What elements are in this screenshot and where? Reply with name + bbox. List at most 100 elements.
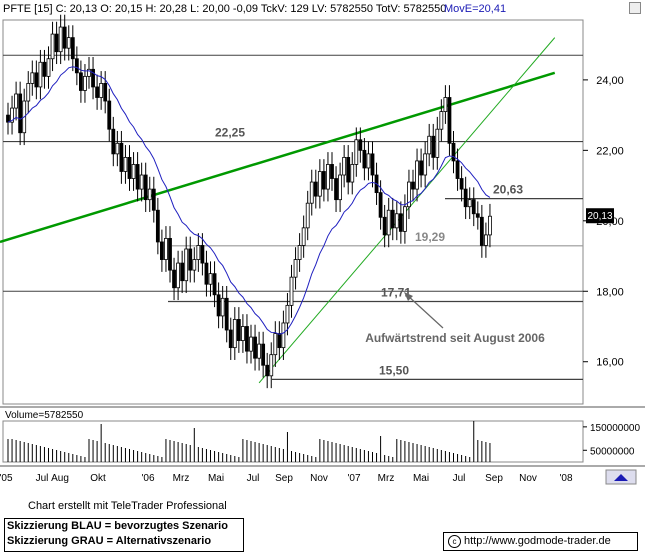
- candle: [378, 192, 383, 218]
- price-chart: 24,0022,0020,0018,0016,0022,2520,6319,29…: [0, 14, 645, 485]
- candle: [386, 209, 391, 236]
- candle: [176, 262, 181, 289]
- candle: [70, 37, 75, 60]
- source-url[interactable]: http://www.godmode-trader.de: [464, 535, 611, 547]
- candle: [269, 354, 274, 377]
- candle: [354, 139, 359, 165]
- candle: [180, 262, 185, 282]
- level-label: 19,29: [415, 230, 445, 244]
- candle: [224, 297, 229, 331]
- x-tick-label: Jul: [453, 473, 466, 484]
- candle: [370, 153, 375, 176]
- candle: [366, 153, 371, 169]
- volume-tick-label: 150000000: [590, 423, 640, 434]
- candle: [200, 245, 205, 264]
- candle: [204, 262, 209, 285]
- level-label: 22,25: [215, 126, 245, 140]
- candle: [334, 178, 338, 201]
- candle: [362, 149, 367, 169]
- candle: [382, 216, 387, 236]
- price-panel: [2, 19, 584, 405]
- candle: [439, 111, 444, 130]
- candle: [358, 139, 363, 151]
- y-tick-label: 24,00: [596, 75, 624, 87]
- scroll-arrow-icon: [614, 474, 628, 481]
- candle: [309, 181, 314, 204]
- candle: [305, 202, 310, 229]
- candle: [245, 326, 249, 352]
- price-summary: PFTE [15] C: 20,13 O: 20,15 H: 20,28 L: …: [3, 3, 447, 15]
- candle: [326, 164, 330, 190]
- candle: [42, 61, 47, 77]
- candle: [6, 114, 10, 123]
- x-tick-label: Nov: [519, 473, 537, 484]
- x-tick-label: Nov: [310, 473, 328, 484]
- candle: [58, 26, 63, 53]
- candle: [111, 128, 116, 155]
- candle: [26, 83, 31, 102]
- level-label: 15,50: [379, 363, 409, 377]
- candle: [398, 213, 403, 232]
- candle: [87, 68, 91, 77]
- candle: [342, 156, 347, 176]
- candle: [139, 174, 144, 190]
- candle: [394, 213, 399, 229]
- candle: [123, 156, 128, 172]
- candle: [103, 83, 108, 102]
- candle: [402, 206, 407, 232]
- volume-label: Volume=5782550: [5, 410, 84, 421]
- candle: [488, 215, 492, 236]
- candle: [184, 248, 189, 282]
- x-tick-label: Mrz: [378, 473, 395, 484]
- candle: [443, 97, 448, 112]
- window-control-icon[interactable]: [629, 2, 641, 14]
- candle: [62, 26, 67, 49]
- x-tick-label: Sep: [485, 473, 503, 484]
- trend-line-uptrend: [258, 37, 556, 384]
- candle: [483, 234, 488, 246]
- candle: [293, 259, 298, 278]
- candle: [127, 156, 132, 179]
- scenario-legend: Skizzierung BLAU = bevorzugtes Szenario …: [4, 518, 244, 552]
- candle: [297, 245, 302, 260]
- candle: [321, 171, 326, 190]
- candle: [273, 333, 278, 356]
- candle: [261, 343, 266, 366]
- last-price-tag: [586, 208, 614, 224]
- trend-line-main: [0, 71, 556, 244]
- candle: [119, 142, 124, 172]
- y-tick-label: 18,00: [596, 286, 624, 298]
- y-tick-label: 22,00: [596, 145, 624, 157]
- candle: [220, 297, 225, 317]
- annotation-arrow: [406, 294, 444, 329]
- candle: [38, 61, 43, 88]
- candle: [95, 86, 99, 98]
- candle: [196, 245, 201, 260]
- candle: [83, 75, 87, 91]
- candle: [192, 259, 197, 271]
- candle: [475, 213, 480, 218]
- x-tick-label: Jul: [36, 473, 49, 484]
- level-label: 20,63: [493, 183, 523, 197]
- candle: [46, 58, 51, 77]
- source-url-box[interactable]: c http://www.godmode-trader.de: [443, 532, 638, 551]
- moving-average-line: [7, 66, 491, 335]
- x-tick-label: Mai: [208, 473, 224, 484]
- candle: [431, 135, 436, 158]
- candle: [479, 216, 484, 246]
- legend-blue: Skizzierung BLAU = bevorzugtes Szenario: [7, 520, 228, 532]
- legend-grey: Skizzierung GRAU = Alternativszenario: [7, 535, 212, 547]
- candle: [435, 128, 440, 158]
- candle: [415, 160, 419, 190]
- x-tick-label: Jul: [247, 473, 260, 484]
- candle: [34, 72, 39, 88]
- candle: [143, 174, 148, 201]
- candle: [14, 93, 19, 109]
- candle: [281, 322, 286, 349]
- candle: [232, 319, 237, 349]
- credit-text: Chart erstellt mit TeleTrader Profession…: [28, 500, 227, 512]
- candle: [249, 336, 253, 352]
- candle: [30, 72, 35, 84]
- trend-annotation: Aufwärtstrend seit August 2006: [365, 331, 545, 345]
- candle: [407, 181, 411, 208]
